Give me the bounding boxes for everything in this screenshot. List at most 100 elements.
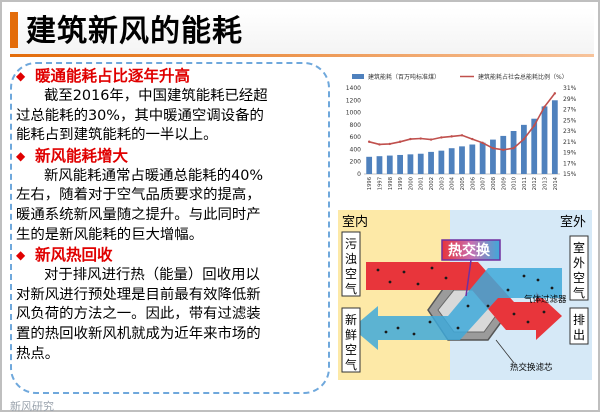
bullet-text-line: 过总能耗的30%，其中暖通空调设备的 xyxy=(16,107,264,124)
x-tick-label: 2004 xyxy=(450,176,456,190)
bar xyxy=(459,146,465,174)
legend-label: 建筑能耗（百万吨标准煤） xyxy=(368,73,440,81)
heat-recovery-diagram: 室内 室外 污浊空气 新鲜空气 室外空气 排出 热交换 气体过滤器 热交换滤芯 xyxy=(338,210,592,380)
x-tick-label: 1997 xyxy=(377,177,383,190)
x-tick-label: 2007 xyxy=(481,177,487,190)
particle xyxy=(402,270,406,274)
particle xyxy=(430,266,434,270)
y-left-tick: 1200 xyxy=(346,97,361,104)
x-tick-label: 2000 xyxy=(408,177,414,190)
x-tick-label: 2008 xyxy=(491,177,497,190)
particle xyxy=(444,276,448,280)
x-tick-label: 2011 xyxy=(522,177,528,190)
bar xyxy=(531,118,538,174)
particle xyxy=(550,286,554,290)
fresh-out-label: 新鲜空气 xyxy=(345,312,357,372)
bullet-list: ◆ 暖通能耗占比逐年升高截至2016年，中国建筑能耗已经超过总能耗的30%，其中暖… xyxy=(16,66,334,364)
line-point xyxy=(460,134,464,137)
y-left-tick: 400 xyxy=(350,146,362,153)
line-point xyxy=(398,140,402,143)
x-tick-label: 2006 xyxy=(470,177,476,190)
y-right-tick: 29% xyxy=(563,96,577,103)
y-left-tick: 1400 xyxy=(346,85,361,92)
line-point xyxy=(502,148,505,152)
bullet-text-line: 热点。 xyxy=(16,345,60,362)
line-point xyxy=(378,143,381,146)
bullet-heading: ◆ 新风热回收 xyxy=(16,245,334,266)
title-bar: 建筑新风的能耗 xyxy=(10,8,594,54)
y-right-tick: 19% xyxy=(563,150,577,157)
y-right-tick: 23% xyxy=(563,128,577,135)
bar xyxy=(407,154,414,174)
y-left-tick: 600 xyxy=(350,134,362,141)
bullet-text-line: 截至2016年，中国建筑能耗已经超 xyxy=(44,88,268,104)
y-right-tick: 21% xyxy=(563,139,577,146)
air-particles xyxy=(376,266,554,336)
line-point xyxy=(409,137,412,141)
bullet-text-line: 能耗占到建筑能耗的一半以上。 xyxy=(16,127,218,144)
x-tick-label: 2005 xyxy=(460,177,466,190)
title-accent xyxy=(10,12,18,48)
particle xyxy=(412,332,416,336)
indoor-label: 室内 xyxy=(342,214,368,230)
bullet-text-line: 左右，随着对于空气品质要求的提高， xyxy=(16,187,261,204)
bullet-heading-text: 暖通能耗占比逐年升高 xyxy=(35,67,191,85)
bar xyxy=(448,148,455,174)
bar xyxy=(428,151,434,174)
x-tick-label: 1998 xyxy=(388,177,394,190)
line-point xyxy=(481,141,484,145)
x-tick-label: 1999 xyxy=(398,177,404,190)
bullet-text-line: 置的热回收新风机就成为近年来市场的 xyxy=(16,325,261,342)
watermark: 新风研究 xyxy=(10,400,54,412)
bar xyxy=(500,135,507,174)
y-right-tick: 17% xyxy=(563,160,577,167)
line-point xyxy=(491,147,495,150)
page-title: 建筑新风的能耗 xyxy=(26,14,243,49)
bar xyxy=(521,124,527,174)
bullet-text-line: 对新风进行预处理是目前最有效降低新 xyxy=(16,286,261,303)
line-point xyxy=(450,135,453,138)
outdoor-air-label: 室外空气 xyxy=(573,240,585,300)
bullet-text-line: 暖通系统新风量随之提升。与此同时产 xyxy=(16,206,261,223)
particle xyxy=(506,288,510,292)
bar xyxy=(386,155,393,174)
core-pointer xyxy=(495,339,515,364)
particle xyxy=(542,310,546,314)
y-right-tick: 31% xyxy=(563,85,577,92)
y-right-tick: 27% xyxy=(563,107,577,114)
legend-swatch-bar xyxy=(352,74,364,79)
particle xyxy=(512,312,516,316)
exhaust-out-box xyxy=(569,307,589,345)
x-tick-label: 2014 xyxy=(553,176,559,190)
x-tick-label: 2002 xyxy=(429,177,435,190)
line-point xyxy=(440,136,443,139)
outdoor-air-box xyxy=(569,235,589,301)
bullet-text-line: 生的是新风能耗的巨大增幅。 xyxy=(16,226,204,243)
exhaust-in-label: 污浊空气 xyxy=(345,237,357,296)
x-tick-label: 2010 xyxy=(512,177,518,190)
fresh-air-arrow xyxy=(352,268,562,350)
bullet-text-line: 新风能耗通常占暖通总能耗的40% xyxy=(44,167,264,184)
line-point xyxy=(429,138,433,141)
line-point xyxy=(543,105,546,109)
diamond-bullet-icon: ◆ xyxy=(16,148,26,163)
heat-exchange-label: 热交换 xyxy=(448,242,491,259)
particle xyxy=(376,268,380,272)
diamond-bullet-icon: ◆ xyxy=(16,248,26,263)
line-point xyxy=(388,142,391,146)
line-point xyxy=(533,124,536,127)
x-tick-label: 2009 xyxy=(501,177,507,190)
bullet-text-line: 风负荷的方法之一。因此，带有过滤装 xyxy=(16,306,261,323)
bar xyxy=(490,139,496,174)
x-tick-label: 2001 xyxy=(419,177,425,190)
particle xyxy=(456,326,460,330)
y-left-tick: 0 xyxy=(357,171,361,178)
line-point xyxy=(522,137,526,141)
line-point xyxy=(367,140,371,143)
particle xyxy=(396,326,400,330)
bar xyxy=(510,131,517,174)
particle xyxy=(428,320,432,324)
particle xyxy=(536,278,540,282)
bar xyxy=(376,156,383,174)
